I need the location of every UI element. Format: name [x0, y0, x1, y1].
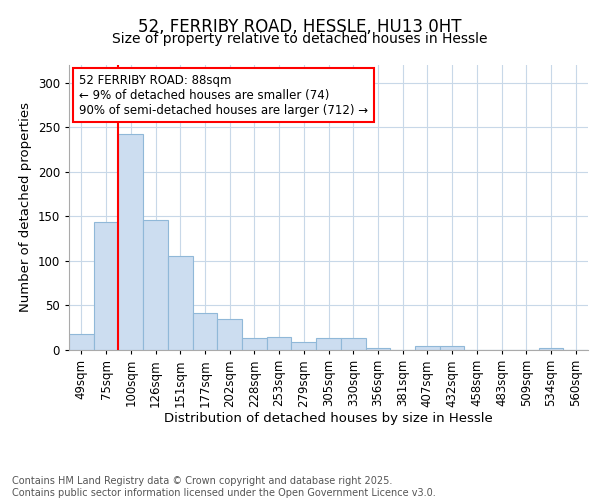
Bar [316, 338, 341, 350]
Bar [440, 346, 464, 350]
Text: 52, FERRIBY ROAD, HESSLE, HU13 0HT: 52, FERRIBY ROAD, HESSLE, HU13 0HT [138, 18, 462, 36]
X-axis label: Distribution of detached houses by size in Hessle: Distribution of detached houses by size … [164, 412, 493, 425]
Bar [118, 134, 143, 350]
Y-axis label: Number of detached properties: Number of detached properties [19, 102, 32, 312]
Bar [267, 336, 292, 350]
Bar [143, 220, 168, 350]
Bar [193, 312, 217, 350]
Bar [292, 342, 316, 350]
Bar [341, 338, 365, 350]
Bar [365, 348, 390, 350]
Bar [94, 222, 118, 350]
Bar [242, 338, 267, 350]
Bar [168, 256, 193, 350]
Text: 52 FERRIBY ROAD: 88sqm
← 9% of detached houses are smaller (74)
90% of semi-deta: 52 FERRIBY ROAD: 88sqm ← 9% of detached … [79, 74, 368, 116]
Bar [69, 334, 94, 350]
Bar [415, 346, 440, 350]
Text: Contains HM Land Registry data © Crown copyright and database right 2025.
Contai: Contains HM Land Registry data © Crown c… [12, 476, 436, 498]
Bar [217, 319, 242, 350]
Bar [539, 348, 563, 350]
Text: Size of property relative to detached houses in Hessle: Size of property relative to detached ho… [112, 32, 488, 46]
